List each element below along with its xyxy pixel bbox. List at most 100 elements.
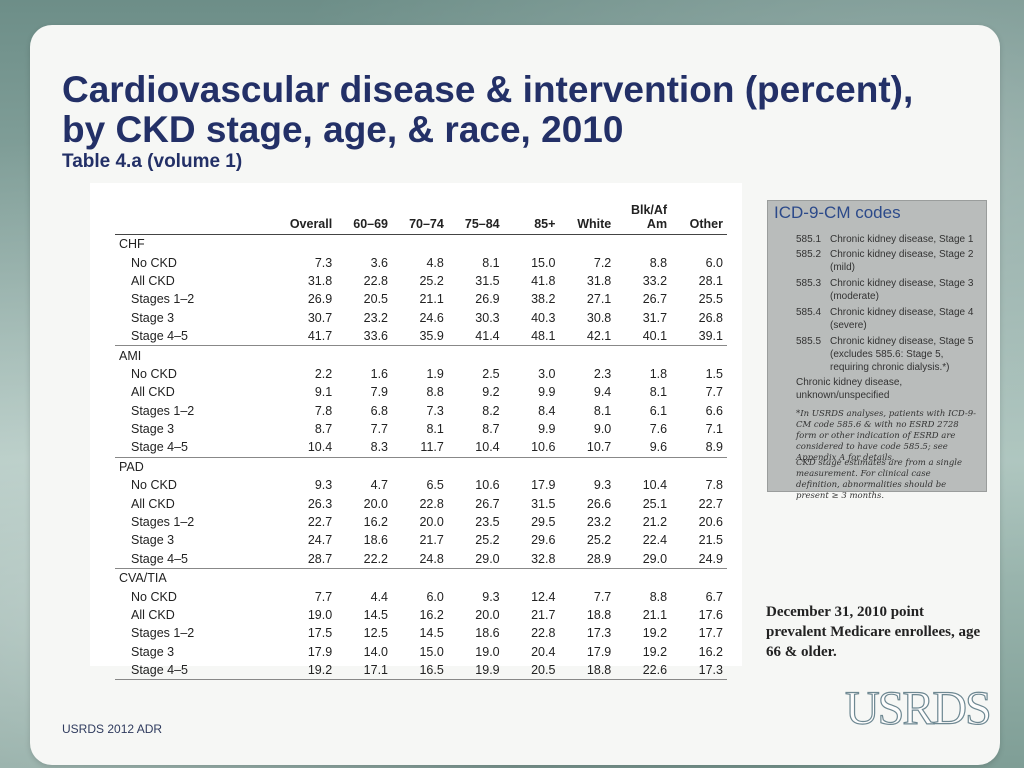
value-cell: 14.0 [363, 644, 389, 659]
row-label: Stage 3 [131, 310, 175, 325]
value-cell: 30.3 [475, 310, 500, 325]
header-cell: 75–84 [447, 203, 504, 235]
value-cell: 7.3 [314, 255, 333, 270]
row-label: Stage 4–5 [115, 660, 281, 681]
footer-source: USRDS 2012 ADR [62, 722, 163, 736]
value-cell: 32.8 [503, 549, 560, 570]
value-cell: 26.9 [475, 292, 500, 307]
table-row: Stage 3 17.9 14.0 15.0 19.0 20.4 17.9 19.2 16.2 [115, 643, 727, 661]
row-label: No CKD [131, 255, 177, 270]
value-cell: 8.4 [538, 403, 556, 418]
table-row: Stage 3 24.7 18.6 21.7 25.2 29.6 25.2 22.4 21.5 [115, 531, 727, 549]
value-cell: 2.5 [482, 366, 500, 381]
value-cell: 8.1 [593, 403, 612, 418]
value-cell: 23.2 [363, 310, 389, 325]
value-cell: 16.2 [698, 644, 723, 659]
value-cell: 10.7 [559, 438, 616, 458]
value-cell: 18.6 [363, 533, 389, 548]
value-cell: 24.7 [307, 533, 333, 548]
value-cell: 19.0 [475, 644, 500, 659]
table-body: CHF No CKD 7.3 3.6 4.8 8.1 15.0 7.2 8.8 6.0 All CK… [115, 235, 727, 681]
value-cell: 19.2 [642, 644, 668, 659]
value-cell: 40.3 [531, 310, 556, 325]
value-cell: 2.3 [593, 366, 612, 381]
value-cell: 17.9 [307, 644, 333, 659]
code-number: 585.2 [796, 249, 822, 260]
value-cell: 39.1 [671, 326, 727, 347]
row-label: No CKD [131, 478, 177, 493]
usrds-logo: USRDS [844, 681, 992, 735]
row-label: Stage 4–5 [115, 326, 281, 347]
value-cell: 17.6 [698, 608, 723, 622]
value-cell: 22.6 [615, 660, 672, 681]
data-table-panel: Overall 60–69 70–74 75–84 85+ White Blk/… [90, 183, 742, 681]
value-cell: 29.5 [531, 515, 556, 530]
value-cell: 26.3 [307, 496, 333, 511]
table-group-row: AMI [115, 346, 727, 365]
table-row: Stage 4–5 10.4 8.3 11.7 10.4 10.6 10.7 9.6 8.9 [115, 438, 727, 458]
value-cell: 9.3 [593, 478, 612, 493]
value-cell: 41.8 [531, 273, 556, 288]
value-cell: 28.1 [698, 273, 723, 288]
header-cell: Other [671, 203, 727, 235]
value-cell: 8.7 [314, 422, 333, 437]
value-cell: 6.0 [426, 589, 444, 604]
header-cell: 85+ [503, 203, 560, 235]
value-cell: 9.1 [314, 385, 333, 400]
value-cell: 22.7 [307, 515, 333, 530]
value-cell: 22.8 [363, 273, 389, 288]
table-row: Stage 3 8.7 7.7 8.1 8.7 9.9 9.0 7.6 7.1 [115, 420, 727, 438]
value-cell: 24.8 [392, 549, 448, 570]
value-cell: 4.7 [370, 478, 389, 493]
value-cell: 17.7 [698, 626, 723, 641]
value-cell: 17.9 [586, 644, 612, 659]
value-cell: 1.6 [370, 366, 389, 381]
value-cell: 8.8 [649, 255, 668, 270]
value-cell: 7.3 [426, 403, 444, 418]
value-cell: 9.9 [538, 385, 556, 400]
value-cell: 16.2 [419, 608, 444, 622]
value-cell: 6.7 [705, 589, 723, 604]
value-cell: 9.2 [482, 385, 500, 400]
table-row: No CKD 2.2 1.6 1.9 2.5 3.0 2.3 1.8 1.5 [115, 365, 727, 383]
code-description: Chronic kidney disease, Stage 5 (exclude… [830, 336, 974, 373]
group-label: AMI [119, 348, 142, 363]
table-group-row: CHF [115, 235, 727, 254]
value-cell: 8.9 [671, 438, 727, 458]
value-cell: 7.1 [705, 422, 723, 437]
value-cell: 21.1 [642, 608, 668, 622]
value-cell: 22.8 [419, 496, 444, 511]
value-cell: 9.9 [538, 422, 556, 437]
value-cell: 8.1 [482, 255, 500, 270]
value-cell: 21.2 [642, 515, 668, 530]
value-cell: 17.3 [586, 626, 612, 641]
value-cell: 10.4 [280, 438, 337, 458]
header-label-cell [115, 203, 281, 235]
value-cell: 9.3 [482, 589, 500, 604]
value-cell: 8.1 [649, 385, 668, 400]
value-cell: 40.1 [615, 326, 672, 347]
value-cell: 20.5 [503, 660, 560, 681]
value-cell: 25.2 [475, 533, 500, 548]
row-label: No CKD [131, 366, 177, 381]
data-table: Overall 60–69 70–74 75–84 85+ White Blk/… [115, 203, 727, 681]
table-group-row: PAD [115, 457, 727, 476]
icd9-codes-box: ICD-9-CM codes 585.1 Chronic kidney dise… [767, 200, 987, 501]
table-row: All CKD 31.8 22.8 25.2 31.5 41.8 31.8 33.2 28.1 [115, 272, 727, 290]
table-row: Stage 4–5 19.2 17.1 16.5 19.9 20.5 18.8 22.6 17.… [115, 660, 727, 681]
row-label: Stages 1–2 [131, 292, 195, 307]
value-cell: 28.9 [559, 549, 616, 570]
value-cell: 19.0 [307, 608, 333, 622]
value-cell: 24.9 [671, 549, 727, 570]
table-row: No CKD 7.3 3.6 4.8 8.1 15.0 7.2 8.8 6.0 [115, 253, 727, 271]
value-cell: 8.8 [426, 385, 444, 400]
header-cell: 60–69 [336, 203, 393, 235]
table-row: All CKD 26.3 20.0 22.8 26.7 31.5 26.6 25.1 22.7 [115, 494, 727, 512]
header-cell: Overall [280, 203, 337, 235]
table-row: Stage 4–5 41.7 33.6 35.9 41.4 48.1 42.1 40.1 39.… [115, 326, 727, 347]
value-cell: 17.9 [531, 478, 556, 493]
value-cell: 19.9 [447, 660, 504, 681]
group-label: PAD [119, 459, 144, 474]
row-label: Stage 4–5 [115, 549, 281, 570]
value-cell: 35.9 [392, 326, 448, 347]
